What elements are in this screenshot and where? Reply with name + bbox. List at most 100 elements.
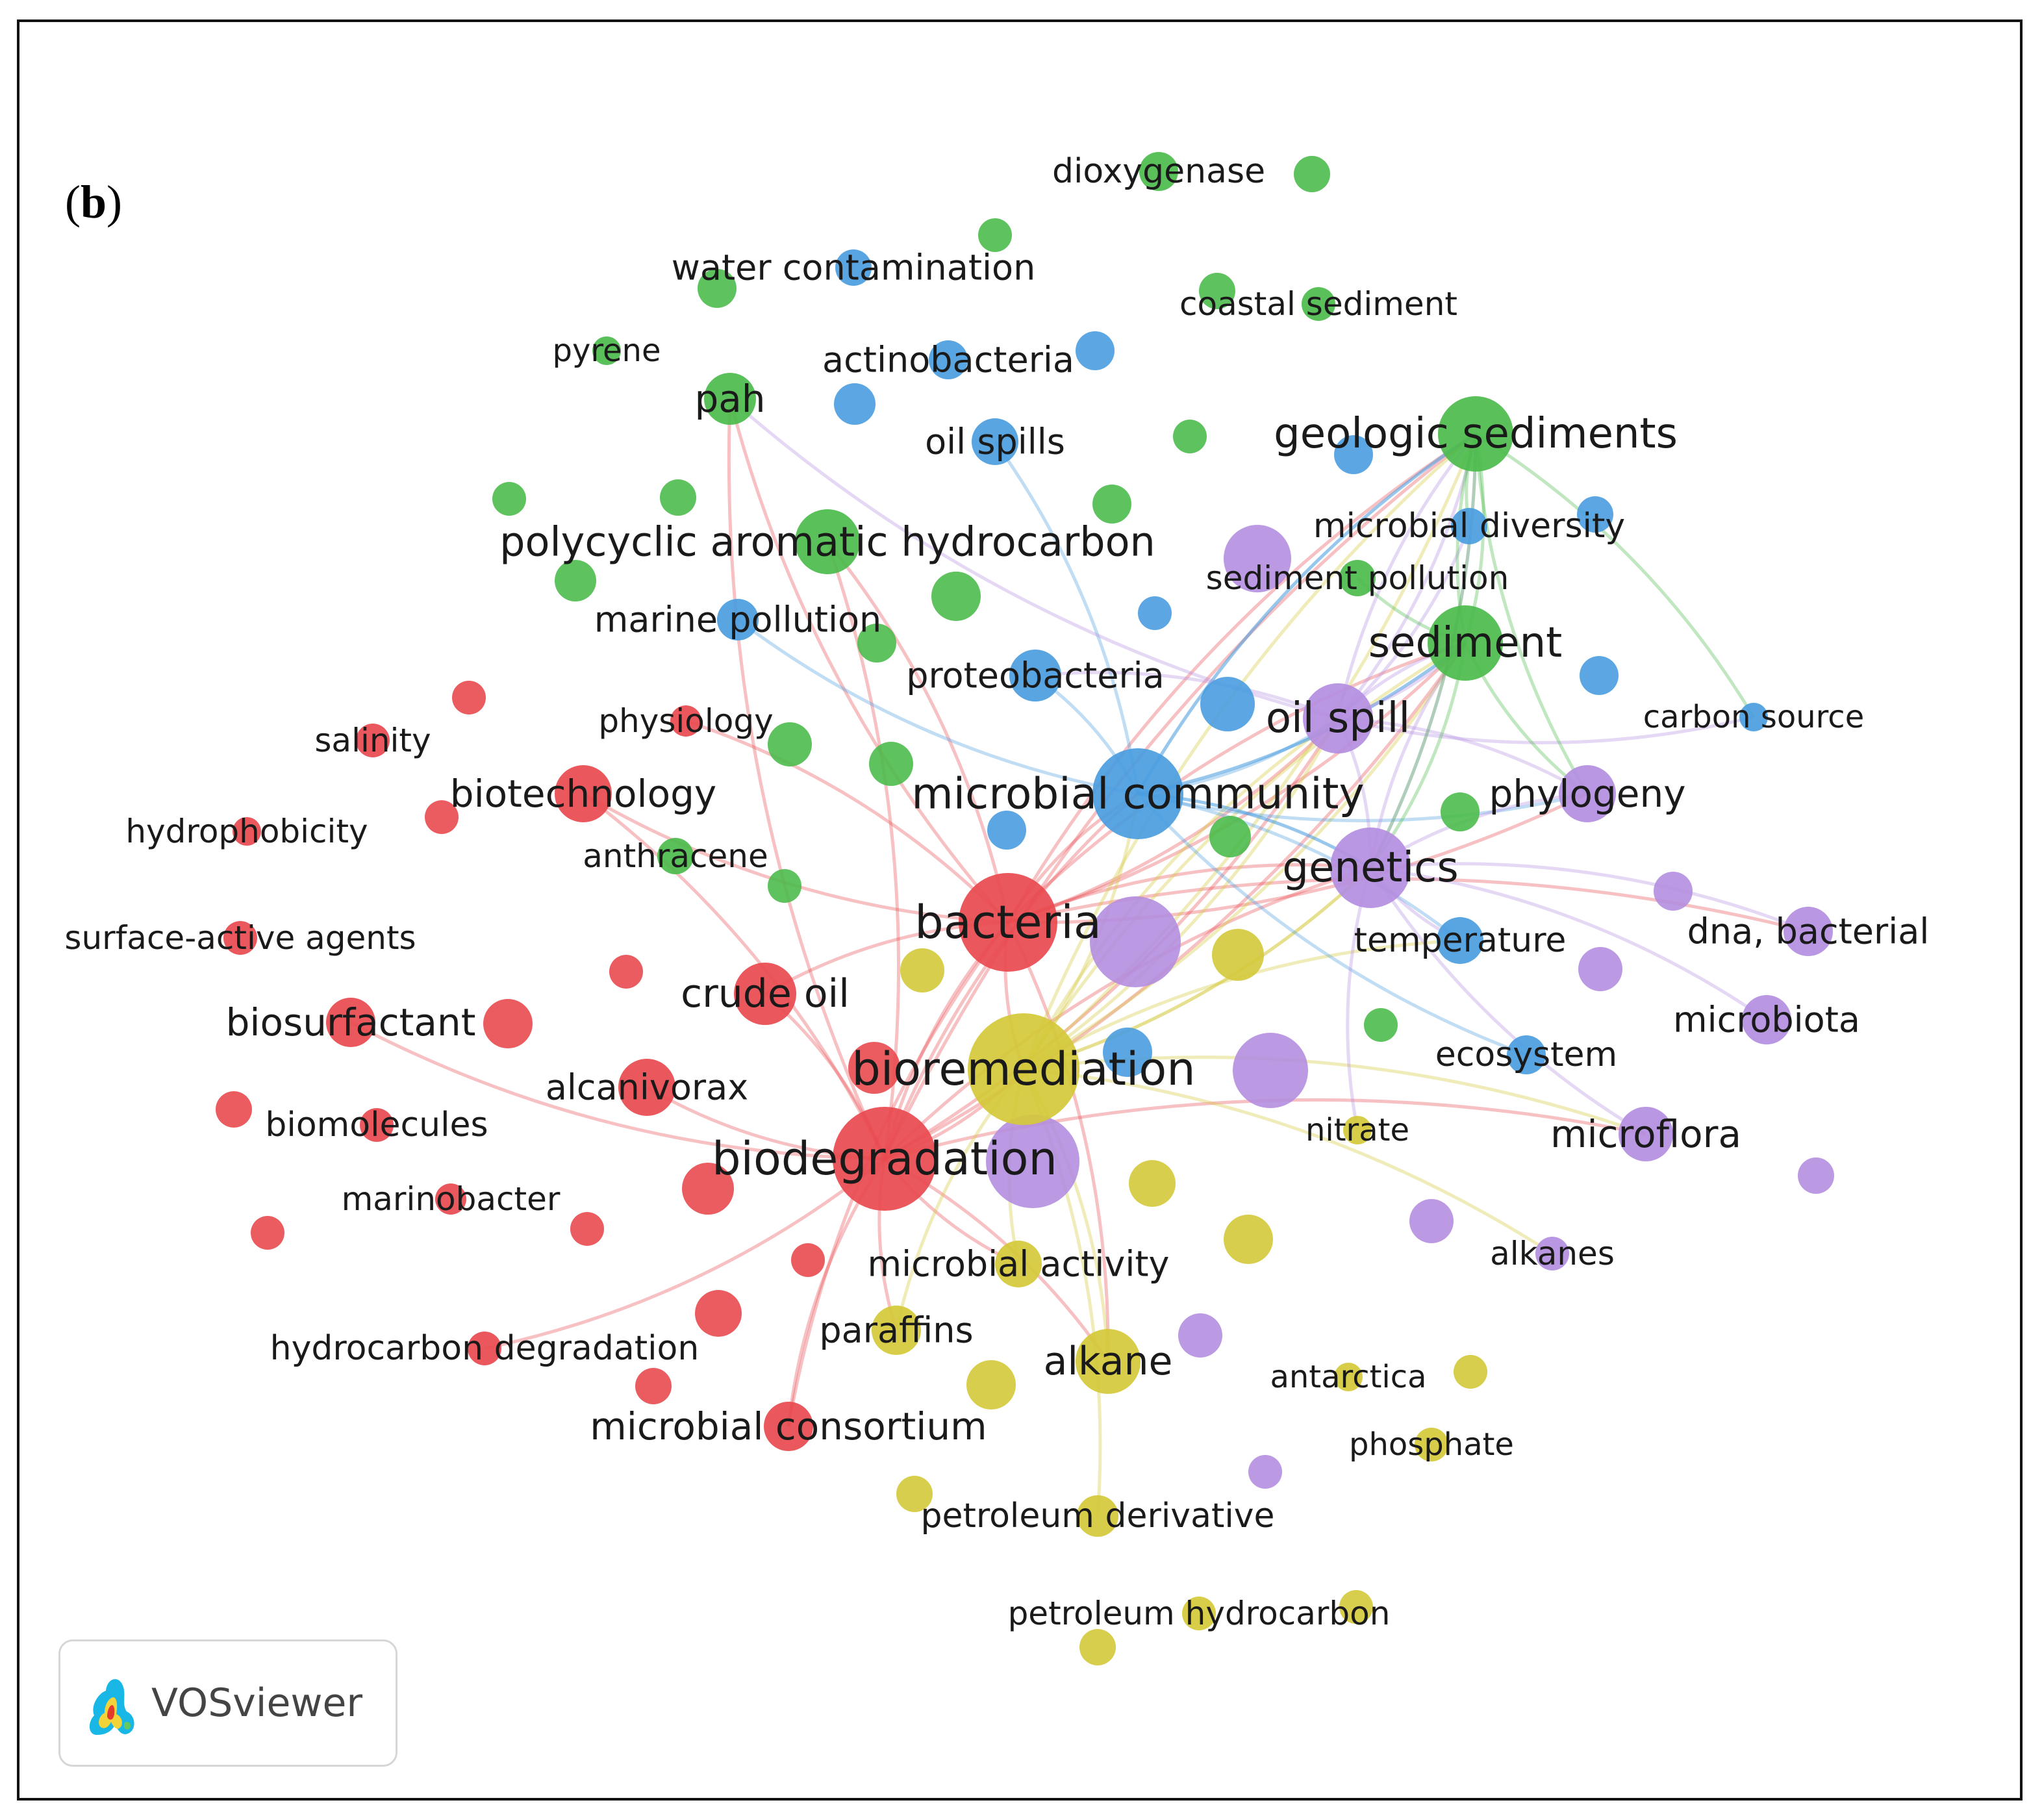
node-label-physiology: physiology bbox=[598, 702, 773, 740]
node-label-hydrocarbon-degradation: hydrocarbon degradation bbox=[270, 1329, 700, 1368]
node-label-dioxygenase: dioxygenase bbox=[1052, 152, 1265, 191]
network-node-unlabeled bbox=[695, 1290, 742, 1337]
network-node-physiology bbox=[670, 705, 701, 737]
network-edge bbox=[1137, 792, 1461, 942]
node-label-proteobacteria: proteobacteria bbox=[906, 655, 1165, 696]
network-node-unlabeled bbox=[966, 1360, 1016, 1409]
network-node-unlabeled bbox=[1798, 1157, 1834, 1194]
network-edge bbox=[883, 866, 1371, 1160]
vosviewer-badge: VOSviewer bbox=[58, 1639, 397, 1767]
network-node-unlabeled bbox=[1200, 677, 1255, 731]
node-label-genetics: genetics bbox=[1282, 844, 1458, 892]
network-node-unlabeled bbox=[635, 1368, 672, 1404]
node-label-geologic-sediments: geologic sediments bbox=[1274, 410, 1678, 458]
network-edge bbox=[1022, 716, 1339, 1070]
network-node-water-contamination bbox=[835, 249, 872, 286]
network-node-unlabeled bbox=[1577, 496, 1613, 533]
network-edge bbox=[685, 719, 1009, 924]
node-label-petroleum-derivative: petroleum derivative bbox=[920, 1497, 1274, 1536]
network-node-hydrocarbon-degradation bbox=[468, 1332, 501, 1365]
node-label-water-contamination: water contamination bbox=[672, 247, 1036, 288]
network-edge bbox=[1035, 670, 1339, 720]
network-node-unlabeled bbox=[1364, 1008, 1398, 1042]
node-label-microbiota: microbiota bbox=[1673, 1000, 1860, 1041]
network-node-marinobacter bbox=[435, 1183, 466, 1215]
node-label-sediment-pollution: sediment pollution bbox=[1206, 559, 1509, 597]
network-node-unlabeled bbox=[1173, 420, 1207, 453]
network-node-unlabeled bbox=[452, 681, 486, 714]
network-node-unlabeled bbox=[1409, 1199, 1454, 1243]
network-node-sediment bbox=[1428, 605, 1503, 681]
network-edge bbox=[727, 398, 887, 1160]
network-node-carbon-source bbox=[1739, 703, 1768, 731]
network-node-unlabeled bbox=[900, 948, 944, 992]
node-label-marine-pollution: marine pollution bbox=[594, 600, 882, 640]
network-node-unlabeled bbox=[1090, 896, 1181, 987]
network-edge bbox=[582, 792, 887, 1160]
network-node-unlabeled bbox=[857, 624, 896, 663]
network-edge bbox=[484, 1157, 886, 1350]
network-node-phosphate bbox=[1415, 1428, 1448, 1461]
node-label-nitrate: nitrate bbox=[1305, 1112, 1409, 1148]
node-label-phylogeny: phylogeny bbox=[1489, 772, 1685, 816]
network-node-pyrene bbox=[592, 336, 621, 365]
network-edge bbox=[1137, 792, 1527, 1057]
network-node-alkanes bbox=[1535, 1237, 1569, 1270]
network-node-surface-active-agents bbox=[223, 921, 257, 955]
network-node-microbial-community bbox=[1092, 748, 1183, 839]
node-layer bbox=[216, 152, 1834, 1665]
network-node-unlabeled bbox=[1076, 331, 1115, 370]
node-label-petroleum-hydrocarbon: petroleum hydrocarbon bbox=[1008, 1595, 1391, 1632]
network-edge bbox=[1370, 866, 1768, 1022]
network-node-unlabeled bbox=[682, 1163, 734, 1215]
network-edge bbox=[1023, 866, 1372, 1071]
network-node-unlabeled bbox=[1178, 1313, 1222, 1358]
node-label-marinobacter: marinobacter bbox=[342, 1180, 561, 1218]
network-node-unlabeled bbox=[1209, 816, 1251, 857]
network-node-salinity bbox=[356, 724, 390, 757]
network-node-unlabeled bbox=[1224, 525, 1291, 592]
network-node-proteobacteria bbox=[1009, 650, 1061, 701]
network-edge bbox=[1022, 642, 1467, 1071]
network-node-biomolecules bbox=[360, 1108, 394, 1142]
network-node-unlabeled bbox=[609, 955, 643, 989]
node-label-pah: pah bbox=[694, 377, 765, 421]
network-node-unlabeled bbox=[1294, 156, 1330, 192]
node-label-biosurfactant: biosurfactant bbox=[226, 1000, 476, 1044]
network-node-marine-pollution bbox=[717, 599, 759, 640]
network-node-biosurfactant bbox=[326, 998, 375, 1047]
node-label-anthracene: anthracene bbox=[583, 837, 768, 875]
node-label-polycyclic-aromatic-hydrocarbon: polycyclic aromatic hydrocarbon bbox=[499, 518, 1155, 566]
network-node-unlabeled bbox=[896, 1476, 933, 1512]
network-node-bioremediation bbox=[968, 1013, 1079, 1125]
network-node-unlabeled bbox=[1212, 929, 1264, 981]
network-node-unlabeled bbox=[978, 218, 1012, 252]
network-node-unlabeled bbox=[986, 1115, 1079, 1208]
network-node-unlabeled bbox=[1103, 1028, 1152, 1077]
network-node-unlabeled bbox=[1092, 485, 1131, 524]
network-node-unlabeled bbox=[1138, 596, 1172, 630]
network-edge bbox=[728, 398, 1009, 924]
network-edge bbox=[1337, 715, 1754, 744]
network-node-microbial-consortium bbox=[764, 1402, 813, 1451]
network-edge bbox=[826, 540, 1010, 923]
network-node-biotechnology bbox=[555, 765, 612, 822]
node-label-antarctica: antarctica bbox=[1270, 1359, 1426, 1395]
network-node-unlabeled bbox=[698, 269, 737, 308]
network-node-unlabeled bbox=[1233, 1033, 1308, 1108]
network-edge bbox=[1007, 642, 1467, 924]
node-label-biodegradation: biodegradation bbox=[712, 1132, 1057, 1185]
network-node-unlabeled bbox=[570, 1212, 604, 1246]
node-label-alcanivorax: alcanivorax bbox=[546, 1067, 748, 1108]
network-node-unlabeled bbox=[1129, 1160, 1176, 1207]
network-node-unlabeled bbox=[791, 1243, 825, 1277]
network-node-sediment-pollution bbox=[1339, 560, 1376, 596]
network-node-microbial-diversity bbox=[1451, 508, 1487, 544]
network-edge bbox=[1368, 866, 1647, 1136]
network-node-unlabeled bbox=[1578, 947, 1622, 991]
network-node-microbiota bbox=[1742, 995, 1791, 1044]
network-node-hydrophobicity bbox=[233, 817, 261, 846]
network-node-unlabeled bbox=[1248, 1455, 1282, 1489]
node-label-sediment: sediment bbox=[1368, 619, 1563, 667]
